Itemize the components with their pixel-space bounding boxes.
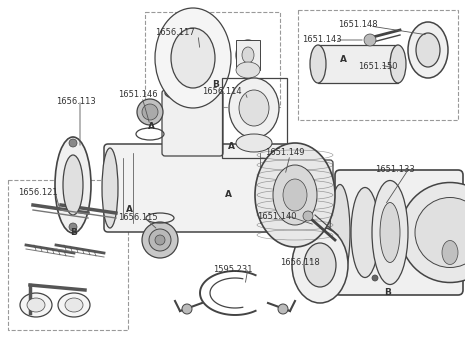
Bar [236, 40, 260, 70]
Ellipse shape [242, 47, 254, 63]
Circle shape [415, 197, 465, 267]
Ellipse shape [442, 240, 458, 265]
Ellipse shape [58, 293, 90, 317]
Text: 1595.231: 1595.231 [213, 265, 252, 274]
Ellipse shape [292, 227, 348, 303]
Text: 1651.140: 1651.140 [257, 212, 297, 221]
Bar [318, 45, 398, 83]
Text: 1656.121: 1656.121 [18, 188, 58, 197]
Text: 1651.146: 1651.146 [118, 90, 158, 99]
Ellipse shape [55, 137, 91, 233]
Circle shape [142, 104, 158, 120]
Text: 1656.118: 1656.118 [280, 258, 320, 267]
Ellipse shape [351, 188, 379, 278]
Bar [145, 12, 280, 107]
Ellipse shape [275, 148, 291, 228]
Text: A: A [340, 55, 347, 64]
Circle shape [400, 182, 465, 282]
Circle shape [364, 34, 376, 46]
Ellipse shape [69, 223, 77, 231]
Text: 1656.117: 1656.117 [155, 28, 195, 37]
Ellipse shape [171, 28, 215, 88]
Ellipse shape [408, 22, 448, 78]
Ellipse shape [20, 293, 52, 317]
Ellipse shape [380, 203, 400, 262]
Text: B: B [212, 80, 219, 89]
Ellipse shape [372, 181, 408, 285]
Bar [222, 78, 287, 158]
Text: 1656.114: 1656.114 [202, 87, 242, 96]
Ellipse shape [27, 298, 45, 312]
Text: 1656.113: 1656.113 [56, 97, 96, 106]
Text: 1651.148: 1651.148 [338, 20, 378, 29]
Bar [298, 10, 458, 120]
Text: 1651.143: 1651.143 [302, 35, 342, 44]
Ellipse shape [304, 243, 336, 287]
Text: A: A [225, 190, 232, 199]
Ellipse shape [239, 90, 269, 126]
Text: B: B [384, 288, 391, 297]
Text: 1656.115: 1656.115 [118, 213, 158, 222]
FancyBboxPatch shape [277, 160, 333, 221]
Text: 1651.133: 1651.133 [375, 165, 415, 174]
Text: A: A [228, 142, 235, 151]
Circle shape [155, 235, 165, 245]
Text: B: B [70, 228, 77, 237]
Text: A: A [148, 122, 155, 131]
Bar [8, 180, 128, 330]
Ellipse shape [283, 179, 307, 211]
Ellipse shape [65, 298, 83, 312]
Ellipse shape [63, 155, 83, 215]
FancyBboxPatch shape [104, 144, 289, 232]
Ellipse shape [310, 45, 326, 83]
Ellipse shape [155, 8, 231, 108]
Ellipse shape [416, 33, 440, 67]
Ellipse shape [236, 40, 260, 70]
Circle shape [303, 211, 313, 221]
Ellipse shape [69, 139, 77, 147]
Text: A: A [126, 205, 133, 214]
Ellipse shape [165, 85, 219, 101]
Circle shape [372, 275, 378, 281]
Text: 1651.150: 1651.150 [358, 62, 398, 71]
Circle shape [182, 304, 192, 314]
Ellipse shape [102, 148, 118, 228]
Circle shape [137, 99, 163, 125]
FancyBboxPatch shape [162, 90, 223, 156]
Circle shape [142, 222, 178, 258]
Ellipse shape [229, 78, 279, 138]
Text: 1651.149: 1651.149 [265, 148, 305, 157]
Ellipse shape [236, 62, 260, 78]
FancyBboxPatch shape [335, 170, 463, 295]
Circle shape [149, 229, 171, 251]
Circle shape [278, 304, 288, 314]
Ellipse shape [255, 143, 335, 247]
Ellipse shape [236, 134, 272, 152]
Ellipse shape [390, 45, 406, 83]
Ellipse shape [330, 184, 350, 280]
Ellipse shape [273, 165, 317, 225]
